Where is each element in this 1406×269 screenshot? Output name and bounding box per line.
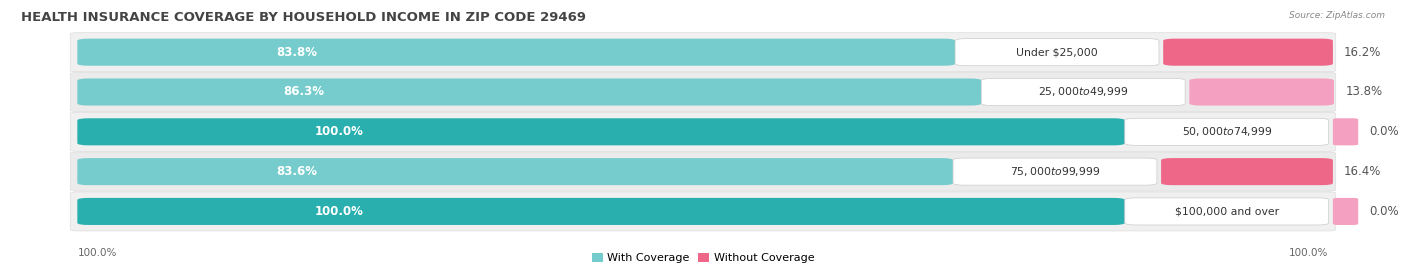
Text: 100.0%: 100.0%: [315, 205, 364, 218]
FancyBboxPatch shape: [1333, 198, 1358, 225]
FancyBboxPatch shape: [1163, 39, 1333, 66]
Text: 86.3%: 86.3%: [283, 86, 323, 98]
Text: $100,000 and over: $100,000 and over: [1174, 206, 1279, 217]
FancyBboxPatch shape: [70, 152, 1336, 191]
FancyBboxPatch shape: [70, 33, 1336, 72]
Text: 16.2%: 16.2%: [1344, 46, 1382, 59]
FancyBboxPatch shape: [77, 39, 955, 66]
Text: 100.0%: 100.0%: [315, 125, 364, 138]
FancyBboxPatch shape: [70, 73, 1336, 111]
Text: 0.0%: 0.0%: [1369, 205, 1399, 218]
Text: 100.0%: 100.0%: [1289, 248, 1329, 258]
Text: $50,000 to $74,999: $50,000 to $74,999: [1181, 125, 1272, 138]
Text: Source: ZipAtlas.com: Source: ZipAtlas.com: [1289, 11, 1385, 20]
Legend: With Coverage, Without Coverage: With Coverage, Without Coverage: [592, 253, 814, 263]
FancyBboxPatch shape: [77, 79, 981, 105]
FancyBboxPatch shape: [70, 192, 1336, 231]
Text: Under $25,000: Under $25,000: [1017, 47, 1098, 57]
FancyBboxPatch shape: [70, 112, 1336, 151]
Text: 100.0%: 100.0%: [77, 248, 117, 258]
Text: 83.8%: 83.8%: [276, 46, 318, 59]
FancyBboxPatch shape: [77, 118, 1125, 145]
FancyBboxPatch shape: [981, 79, 1185, 105]
FancyBboxPatch shape: [77, 198, 1125, 225]
FancyBboxPatch shape: [1189, 79, 1334, 105]
FancyBboxPatch shape: [1125, 118, 1329, 145]
FancyBboxPatch shape: [1161, 158, 1333, 185]
FancyBboxPatch shape: [1333, 118, 1358, 145]
FancyBboxPatch shape: [77, 158, 953, 185]
Text: $25,000 to $49,999: $25,000 to $49,999: [1038, 86, 1129, 98]
FancyBboxPatch shape: [1125, 198, 1329, 225]
Text: HEALTH INSURANCE COVERAGE BY HOUSEHOLD INCOME IN ZIP CODE 29469: HEALTH INSURANCE COVERAGE BY HOUSEHOLD I…: [21, 11, 586, 24]
Text: 16.4%: 16.4%: [1344, 165, 1382, 178]
Text: $75,000 to $99,999: $75,000 to $99,999: [1010, 165, 1099, 178]
Text: 83.6%: 83.6%: [276, 165, 316, 178]
FancyBboxPatch shape: [953, 158, 1157, 185]
Text: 13.8%: 13.8%: [1346, 86, 1382, 98]
FancyBboxPatch shape: [955, 39, 1159, 66]
Text: 0.0%: 0.0%: [1369, 125, 1399, 138]
